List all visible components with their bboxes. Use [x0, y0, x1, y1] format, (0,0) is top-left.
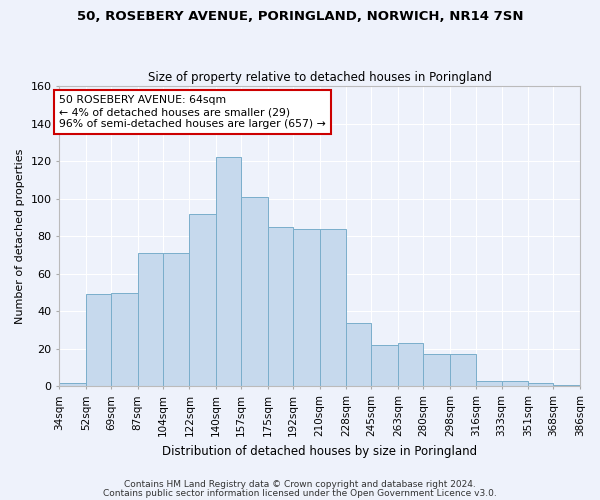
Bar — [346, 322, 371, 386]
Bar — [241, 197, 268, 386]
Bar — [293, 228, 320, 386]
Bar — [163, 253, 190, 386]
Bar — [268, 227, 293, 386]
X-axis label: Distribution of detached houses by size in Poringland: Distribution of detached houses by size … — [162, 444, 477, 458]
Bar — [320, 228, 346, 386]
Text: 50, ROSEBERY AVENUE, PORINGLAND, NORWICH, NR14 7SN: 50, ROSEBERY AVENUE, PORINGLAND, NORWICH… — [77, 10, 523, 23]
Bar — [371, 345, 398, 387]
Y-axis label: Number of detached properties: Number of detached properties — [15, 148, 25, 324]
Title: Size of property relative to detached houses in Poringland: Size of property relative to detached ho… — [148, 70, 491, 84]
Bar — [528, 382, 553, 386]
Bar — [476, 381, 502, 386]
Bar — [59, 382, 86, 386]
Bar — [423, 354, 450, 386]
Text: Contains public sector information licensed under the Open Government Licence v3: Contains public sector information licen… — [103, 488, 497, 498]
Bar — [216, 158, 241, 386]
Bar — [450, 354, 476, 386]
Bar — [398, 343, 423, 386]
Bar — [138, 253, 163, 386]
Text: Contains HM Land Registry data © Crown copyright and database right 2024.: Contains HM Land Registry data © Crown c… — [124, 480, 476, 489]
Bar — [86, 294, 111, 386]
Bar — [111, 292, 138, 386]
Bar — [553, 384, 580, 386]
Bar — [502, 381, 528, 386]
Text: 50 ROSEBERY AVENUE: 64sqm
← 4% of detached houses are smaller (29)
96% of semi-d: 50 ROSEBERY AVENUE: 64sqm ← 4% of detach… — [59, 96, 326, 128]
Bar — [190, 214, 216, 386]
